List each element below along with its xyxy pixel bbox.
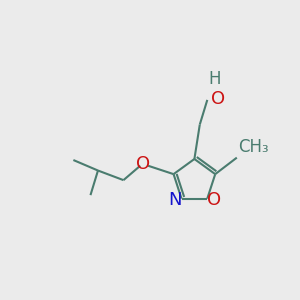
Text: CH₃: CH₃ <box>238 138 268 156</box>
Text: O: O <box>136 155 150 173</box>
Text: O: O <box>211 90 225 108</box>
Text: N: N <box>168 191 182 209</box>
Text: H: H <box>208 70 221 88</box>
Text: O: O <box>207 191 221 209</box>
